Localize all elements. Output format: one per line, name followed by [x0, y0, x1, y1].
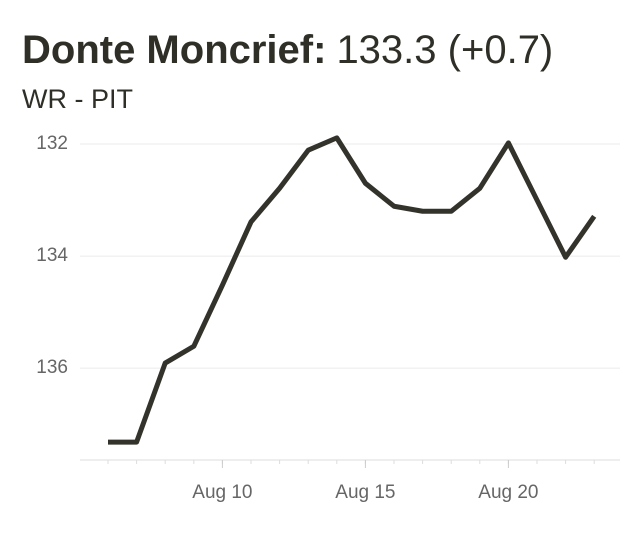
y-tick-label: 132 — [36, 133, 68, 154]
y-tick-label: 136 — [36, 357, 68, 378]
chart-subtitle: WR - PIT — [22, 84, 133, 114]
x-tick-label: Aug 20 — [478, 482, 538, 503]
title-value: 133.3 (+0.7) — [336, 28, 553, 72]
y-tick-label: 134 — [36, 245, 68, 266]
x-tick-label: Aug 15 — [335, 482, 395, 503]
x-tick-label: Aug 10 — [192, 482, 252, 503]
player-name: Donte Moncrief: — [22, 28, 326, 72]
line — [108, 135, 597, 445]
chart-title: Donte Moncrief: 133.3 (+0.7) — [22, 28, 553, 72]
